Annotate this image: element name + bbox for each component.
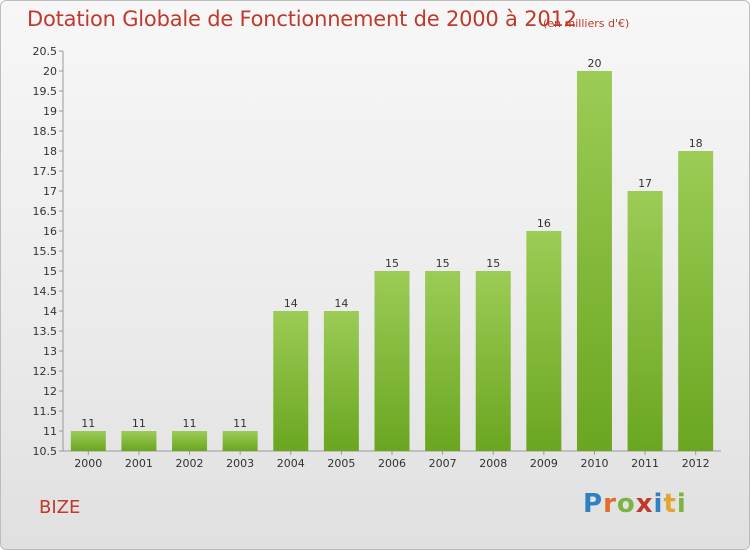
x-tick-label-2006: 2006: [378, 457, 406, 470]
bar-2010: [576, 71, 612, 451]
y-tick-label: 17.5: [33, 165, 58, 178]
x-tick-label-2012: 2012: [682, 457, 710, 470]
y-tick-label: 12.5: [33, 365, 58, 378]
value-label-2003: 11: [233, 417, 247, 430]
logo-letter: o: [616, 489, 636, 519]
bar-2011: [627, 191, 663, 451]
y-tick-label: 20: [43, 65, 57, 78]
x-tick-label-2003: 2003: [226, 457, 254, 470]
y-tick-label: 11: [43, 425, 57, 438]
x-tick-label-2005: 2005: [327, 457, 355, 470]
y-tick-label: 16.5: [33, 205, 58, 218]
y-axis: 10.5 11 11.5 12 12.5 13 13.5 14 14.5 15 15.5 16 16.5…: [33, 45, 64, 458]
y-tick-label: 10.5: [33, 445, 58, 458]
y-tick-label: 13.5: [33, 325, 58, 338]
x-axis: 2000 2001 2002 2003 2004 2005 2006 2007 2008 2009…: [63, 450, 721, 470]
y-tick-label: 13: [43, 345, 57, 358]
y-tick-label: 18.5: [33, 125, 58, 138]
logo-letter: t: [663, 489, 677, 519]
commune-name: BIZE: [39, 497, 81, 518]
value-label-2009: 16: [537, 217, 551, 230]
y-tick-label: 11.5: [33, 405, 58, 418]
value-label-2001: 11: [132, 417, 146, 430]
value-label-2010: 20: [587, 57, 601, 70]
value-label-2002: 11: [183, 417, 197, 430]
bar-2004: [273, 311, 309, 451]
value-label-2012: 18: [689, 137, 703, 150]
y-tick-label: 17: [43, 185, 57, 198]
bar-2009: [526, 231, 562, 451]
value-label-2004: 14: [284, 297, 298, 310]
bar-2001: [121, 431, 157, 451]
x-tick-label-2002: 2002: [176, 457, 204, 470]
bars: 11 11 11 11 14 14 15 15 15 16 20 17 18: [70, 57, 714, 451]
bar-2000: [70, 431, 106, 451]
bar-2008: [475, 271, 511, 451]
logo-letter: x: [635, 489, 654, 519]
logo-letter: i: [676, 489, 687, 519]
value-label-2005: 14: [334, 297, 348, 310]
y-tick-label: 15.5: [33, 245, 58, 258]
chart-unit: (en milliers d'€): [543, 17, 630, 30]
y-tick-label: 14: [43, 305, 57, 318]
logo-letter: P: [583, 489, 604, 519]
x-tick-label-2010: 2010: [580, 457, 608, 470]
bar-2002: [172, 431, 208, 451]
bar-2005: [323, 311, 359, 451]
x-tick-label-2000: 2000: [74, 457, 102, 470]
x-tick-label-2001: 2001: [125, 457, 153, 470]
logo-letter: i: [653, 489, 664, 519]
proxiti-logo: Proxiti: [583, 489, 687, 519]
value-label-2008: 15: [486, 257, 500, 270]
x-tick-label-2004: 2004: [277, 457, 305, 470]
value-label-2011: 17: [638, 177, 652, 190]
logo-letter: r: [603, 489, 617, 519]
x-tick-label-2007: 2007: [429, 457, 457, 470]
y-tick-label: 16: [43, 225, 57, 238]
bar-2003: [222, 431, 258, 451]
bar-2007: [425, 271, 461, 451]
chart-title: Dotation Globale de Fonctionnement de 20…: [27, 7, 577, 31]
bar-2006: [374, 271, 410, 451]
y-tick-label: 14.5: [33, 285, 58, 298]
value-label-2007: 15: [436, 257, 450, 270]
x-tick-label-2008: 2008: [479, 457, 507, 470]
y-tick-label: 20.5: [33, 45, 58, 58]
value-label-2000: 11: [81, 417, 95, 430]
x-tick-label-2011: 2011: [631, 457, 659, 470]
y-tick-label: 19.5: [33, 85, 58, 98]
y-tick-label: 15: [43, 265, 57, 278]
bar-2012: [678, 151, 714, 451]
x-tick-label-2009: 2009: [530, 457, 558, 470]
value-label-2006: 15: [385, 257, 399, 270]
y-tick-label: 19: [43, 105, 57, 118]
y-tick-label: 12: [43, 385, 57, 398]
y-tick-label: 18: [43, 145, 57, 158]
